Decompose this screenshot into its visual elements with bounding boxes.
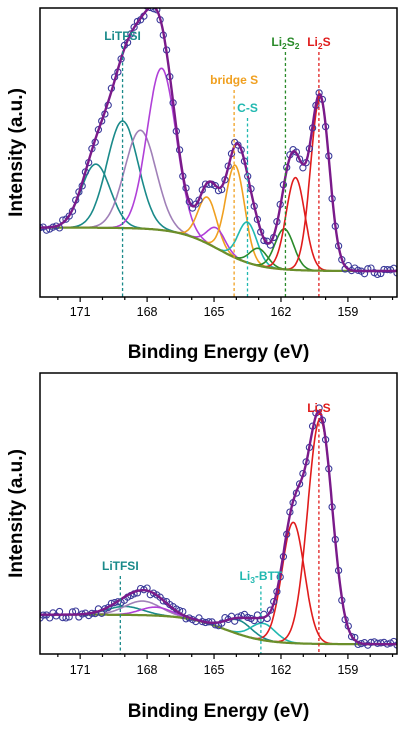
annotation-label: LiTFSI <box>104 29 141 43</box>
data-point <box>153 8 161 14</box>
data-point <box>130 23 138 31</box>
panel-bottom: LiTFSI Li3-BTT Li2S 171 168 165 162 159 Binding … <box>6 372 398 722</box>
panel-top: LiTFSI bridge S C-S Li2S2 Li2S 171 168 165 162 15… <box>6 7 398 363</box>
background-line <box>40 613 397 646</box>
component-peak-0 <box>40 163 397 272</box>
x-tick-label: 171 <box>70 663 91 677</box>
data-point <box>159 597 167 605</box>
x-tick-label: 165 <box>204 663 225 677</box>
x-tick-label: 168 <box>137 305 158 319</box>
component-peak-3 <box>40 67 397 272</box>
component-peak-6 <box>40 164 397 272</box>
x-tick-label: 159 <box>337 663 358 677</box>
envelope-fit <box>40 410 397 646</box>
x-axis-label: Binding Energy (eV) <box>128 342 310 363</box>
annotation-label: Li3-BTT <box>240 569 283 585</box>
data-point <box>211 182 219 190</box>
annotation-label: LiTFSI <box>102 559 139 573</box>
x-tick-label: 159 <box>337 305 358 319</box>
x-tick-label: 168 <box>137 663 158 677</box>
y-axis-label: Intensity (a.u.) <box>6 449 27 578</box>
annotation-label: Li2S2 <box>271 35 299 51</box>
annotation-label: C-S <box>237 101 258 115</box>
x-tick-label: 171 <box>70 305 91 319</box>
component-peak-3 <box>40 613 397 645</box>
envelope-fit <box>40 8 397 273</box>
annotation-label: bridge S <box>210 73 258 87</box>
y-axis-label: Intensity (a.u.) <box>6 88 27 217</box>
data-point <box>146 8 154 12</box>
background-line <box>40 226 397 273</box>
axes-frame <box>39 372 398 655</box>
plot-area <box>40 404 397 649</box>
data-points <box>40 8 397 279</box>
x-axis-label: Binding Energy (eV) <box>128 701 310 722</box>
annotation-label: Li2S <box>307 401 330 417</box>
annotation-label: Li2S <box>307 35 330 51</box>
data-point <box>65 212 73 220</box>
x-tick-label: 165 <box>204 305 225 319</box>
x-tick-label: 162 <box>271 305 292 319</box>
axes-frame <box>39 7 398 298</box>
plot-area <box>40 8 397 279</box>
data-point <box>295 155 304 163</box>
x-tick-label: 162 <box>271 663 292 677</box>
component-peak-4 <box>40 613 397 645</box>
